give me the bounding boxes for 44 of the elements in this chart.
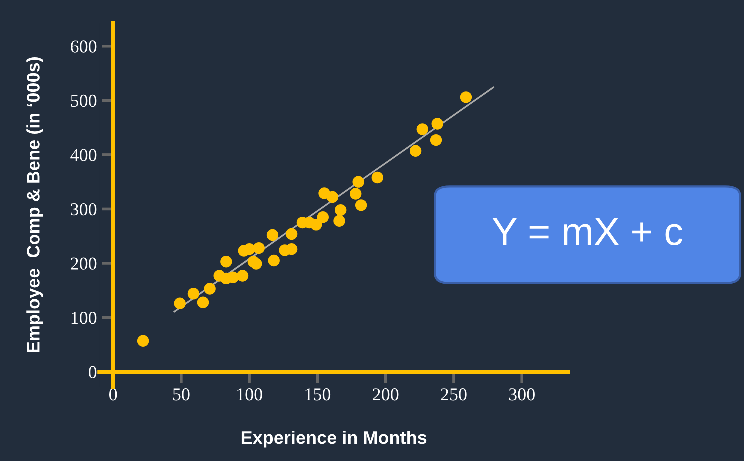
point xyxy=(244,244,256,256)
point xyxy=(250,258,262,270)
point xyxy=(268,254,280,267)
point xyxy=(197,296,210,308)
point xyxy=(334,215,346,227)
point xyxy=(430,134,442,146)
point xyxy=(326,191,339,204)
x-tick-label: 50 xyxy=(173,388,190,401)
point xyxy=(220,256,232,268)
point xyxy=(355,200,368,212)
y-tick-label: 600 xyxy=(71,40,97,53)
x-tick-label: 200 xyxy=(373,388,399,401)
point xyxy=(416,124,428,136)
point xyxy=(317,212,329,224)
x-tick-label: 250 xyxy=(441,388,467,401)
point xyxy=(174,298,186,310)
x-tick-label: 100 xyxy=(238,388,262,401)
y-tick-label: 100 xyxy=(72,312,97,324)
point xyxy=(286,228,298,240)
y-tick-label: 300 xyxy=(71,203,97,216)
point xyxy=(335,204,347,216)
point xyxy=(188,288,200,300)
x-tick-label: 0 xyxy=(109,388,118,401)
y-tick-label: 400 xyxy=(70,149,97,162)
point xyxy=(410,145,422,157)
y-tick-label: 200 xyxy=(71,258,97,270)
point xyxy=(253,242,265,254)
point xyxy=(460,92,472,104)
x-tick-label: 150 xyxy=(306,388,331,401)
point xyxy=(350,188,362,200)
y-tick-label: 500 xyxy=(71,94,97,108)
point xyxy=(137,335,150,347)
point xyxy=(432,118,444,130)
point xyxy=(352,176,364,188)
x-tick-label: 300 xyxy=(509,388,535,401)
annotation: Y = mX + c xyxy=(492,218,683,246)
x-axis-title: Experience in Months xyxy=(242,430,427,448)
point xyxy=(266,229,279,242)
y-tick-label: 0 xyxy=(89,366,97,378)
point xyxy=(372,172,384,184)
point xyxy=(236,270,249,282)
point xyxy=(310,219,322,231)
point xyxy=(204,283,216,295)
y-axis-title: Employee Comp & Bene (in ‘000s) xyxy=(26,58,44,352)
